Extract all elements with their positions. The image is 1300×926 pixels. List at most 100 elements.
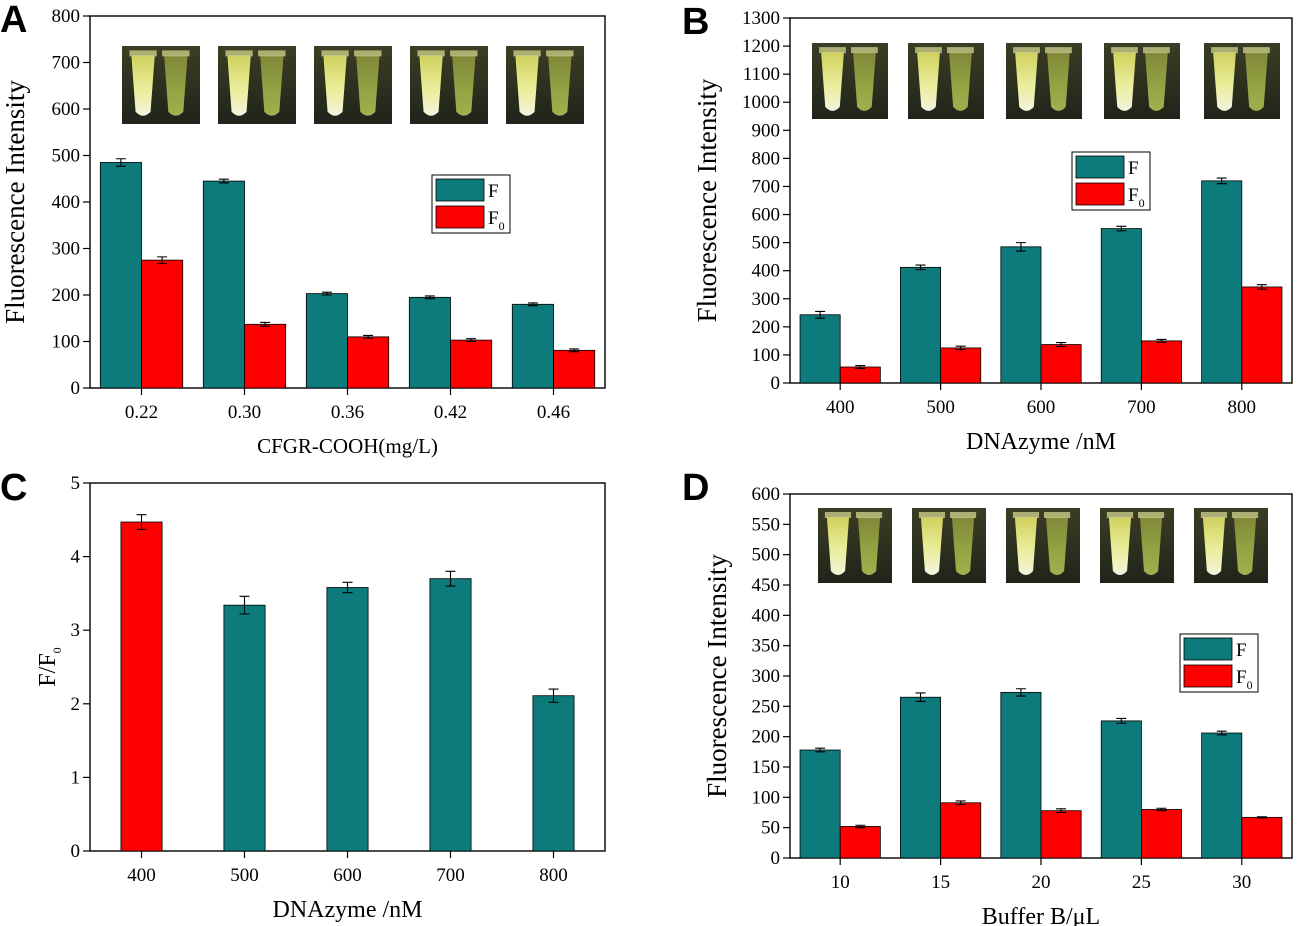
dim-tube [452, 55, 476, 116]
panel-A-errorbar-F0-0.22 [157, 256, 168, 264]
dim-tube-cap [450, 50, 478, 57]
bright-tube-cap [824, 512, 852, 518]
panel-B-tube-photo-3 [1104, 43, 1180, 119]
panel-A-bar-F0-0.42 [450, 339, 493, 389]
panel-B-ytick-label: 300 [752, 289, 781, 310]
panel-D-errorbar-F-15 [915, 692, 926, 703]
bright-tube [419, 55, 443, 116]
panel-A-errorbar-F0-0.36 [363, 334, 374, 339]
panel-B-bar-F-400 [799, 314, 841, 384]
panel-D-x-axis-title: Buffer B/μL [982, 904, 1100, 926]
panel-A-bar-F-0.30 [202, 180, 245, 389]
panel-C-bar-F-F0-700 [429, 578, 472, 852]
bright-tube [821, 52, 844, 111]
dim-tube [949, 52, 972, 111]
legend-label-F: F [1236, 640, 1247, 661]
panel-D-ytick-label: 400 [752, 605, 781, 626]
panel-D-ytick-label: 450 [752, 575, 781, 596]
dim-tube-cap [1045, 47, 1072, 54]
panel-D-errorbar-F0-25 [1156, 807, 1167, 812]
dim-tube-cap [258, 50, 286, 57]
bright-tube [917, 52, 940, 111]
panel-D-ytick-label: 300 [752, 666, 781, 687]
panel-B-errorbar-F-700 [1116, 225, 1127, 232]
panel-D-ytick-label: 550 [752, 514, 781, 535]
panel-A-errorbar-F-0.22 [115, 158, 126, 167]
bright-tube [131, 55, 155, 116]
bright-tube [1014, 517, 1038, 575]
panel-C-xtick-label: 800 [539, 865, 568, 886]
panel-A-y-axis-title: Fluorescence Intensity [0, 80, 30, 324]
panel-D-errorbar-F0-20 [1056, 808, 1067, 814]
panel-C-bar-F-F0-600 [326, 587, 369, 852]
bright-tube [323, 55, 347, 116]
panel-A-bar-F-0.46 [511, 303, 554, 389]
panel-B-errorbar-F-500 [915, 264, 926, 271]
legend-label-F0: F0 [1128, 185, 1145, 210]
panel-B-bar-F0-600 [1040, 344, 1082, 384]
panel-A-errorbar-F-0.46 [527, 302, 538, 307]
panel-B-tube-photo-0 [812, 43, 888, 119]
dim-tube-cap [947, 47, 974, 54]
bright-tube-cap [819, 47, 846, 54]
panel-D-bar-F-10 [799, 749, 841, 859]
panel-D-bar-F0-25 [1141, 809, 1182, 859]
panel-D-ytick-label: 500 [752, 545, 781, 566]
panel-D-bar-F0-15 [940, 802, 982, 859]
panel-A-tube-photo-0 [122, 46, 200, 124]
legend-label-F: F [488, 181, 499, 202]
panel-A-errorbar-F-0.30 [218, 178, 229, 184]
panel-C-bar-F-F0-400 [120, 521, 163, 852]
panel-B-bar-F0-400 [839, 366, 881, 384]
dim-tube-cap [1143, 47, 1170, 54]
panel-D-ytick-label: 100 [752, 787, 781, 808]
bright-tube-cap [1200, 512, 1228, 518]
panel-B-bar-F0-800 [1241, 286, 1283, 384]
panel-B-ytick-label: 800 [752, 148, 781, 169]
panel-B-legend: F F0 [1071, 151, 1151, 211]
legend-label-F0: F0 [1236, 667, 1253, 692]
panel-B-xtick-label: 600 [1027, 397, 1056, 418]
bright-tube-cap [321, 50, 349, 57]
panel-B-bar-F-600 [1000, 246, 1042, 384]
panel-A-bar-F0-0.22 [141, 259, 184, 389]
panel-D-letter: D [682, 467, 709, 509]
panel-C-x-axis-title: DNAzyme /nM [273, 897, 423, 923]
bright-tube [1213, 52, 1236, 111]
panel-D-errorbar-F-25 [1116, 717, 1127, 724]
dim-tube-cap [1231, 512, 1259, 518]
panel-C-ytick-label: 4 [71, 547, 81, 568]
panel-A-bar-F-0.22 [99, 162, 142, 389]
panel-C-errorbar-F-F0-800 [548, 688, 559, 703]
panel-B-ytick-label: 1100 [743, 64, 780, 85]
panel-A-ytick-label: 800 [52, 6, 81, 27]
bright-tube-cap [225, 50, 253, 57]
panel-D-errorbar-F-30 [1216, 730, 1227, 736]
dim-tube [853, 52, 876, 111]
panel-B-xtick-label: 800 [1228, 397, 1257, 418]
legend-swatch-F [435, 178, 485, 202]
dim-tube [260, 55, 284, 116]
panel-D-tube-photo-4 [1194, 508, 1268, 583]
panel-C-ytick-label: 1 [71, 767, 81, 788]
panel-B-tube-photo-4 [1204, 43, 1280, 119]
bright-tube-cap [1106, 512, 1134, 518]
bright-tube [1015, 52, 1038, 111]
panel-B-ytick-label: 900 [752, 120, 781, 141]
panel-C-errorbar-F-F0-700 [445, 570, 456, 587]
panel-D-ytick-label: 50 [761, 818, 780, 839]
panel-B-errorbar-F0-600 [1056, 342, 1067, 348]
panel-A-errorbar-F0-0.42 [466, 338, 477, 343]
panel-D-ytick-label: 0 [771, 848, 781, 869]
legend-label-F0: F0 [488, 208, 505, 233]
panel-B-tube-photo-1 [908, 43, 984, 119]
panel-A-bar-F0-0.36 [347, 336, 390, 389]
panel-D-xtick-label: 20 [1032, 872, 1051, 893]
legend-swatch-F0 [1183, 664, 1233, 688]
panel-B-xtick-label: 700 [1127, 397, 1156, 418]
panel-D-xtick-label: 15 [931, 872, 950, 893]
panel-A-ytick-label: 100 [52, 332, 81, 353]
panel-C-errorbar-F-F0-600 [342, 581, 353, 594]
panel-B-ytick-label: 1000 [742, 92, 780, 113]
